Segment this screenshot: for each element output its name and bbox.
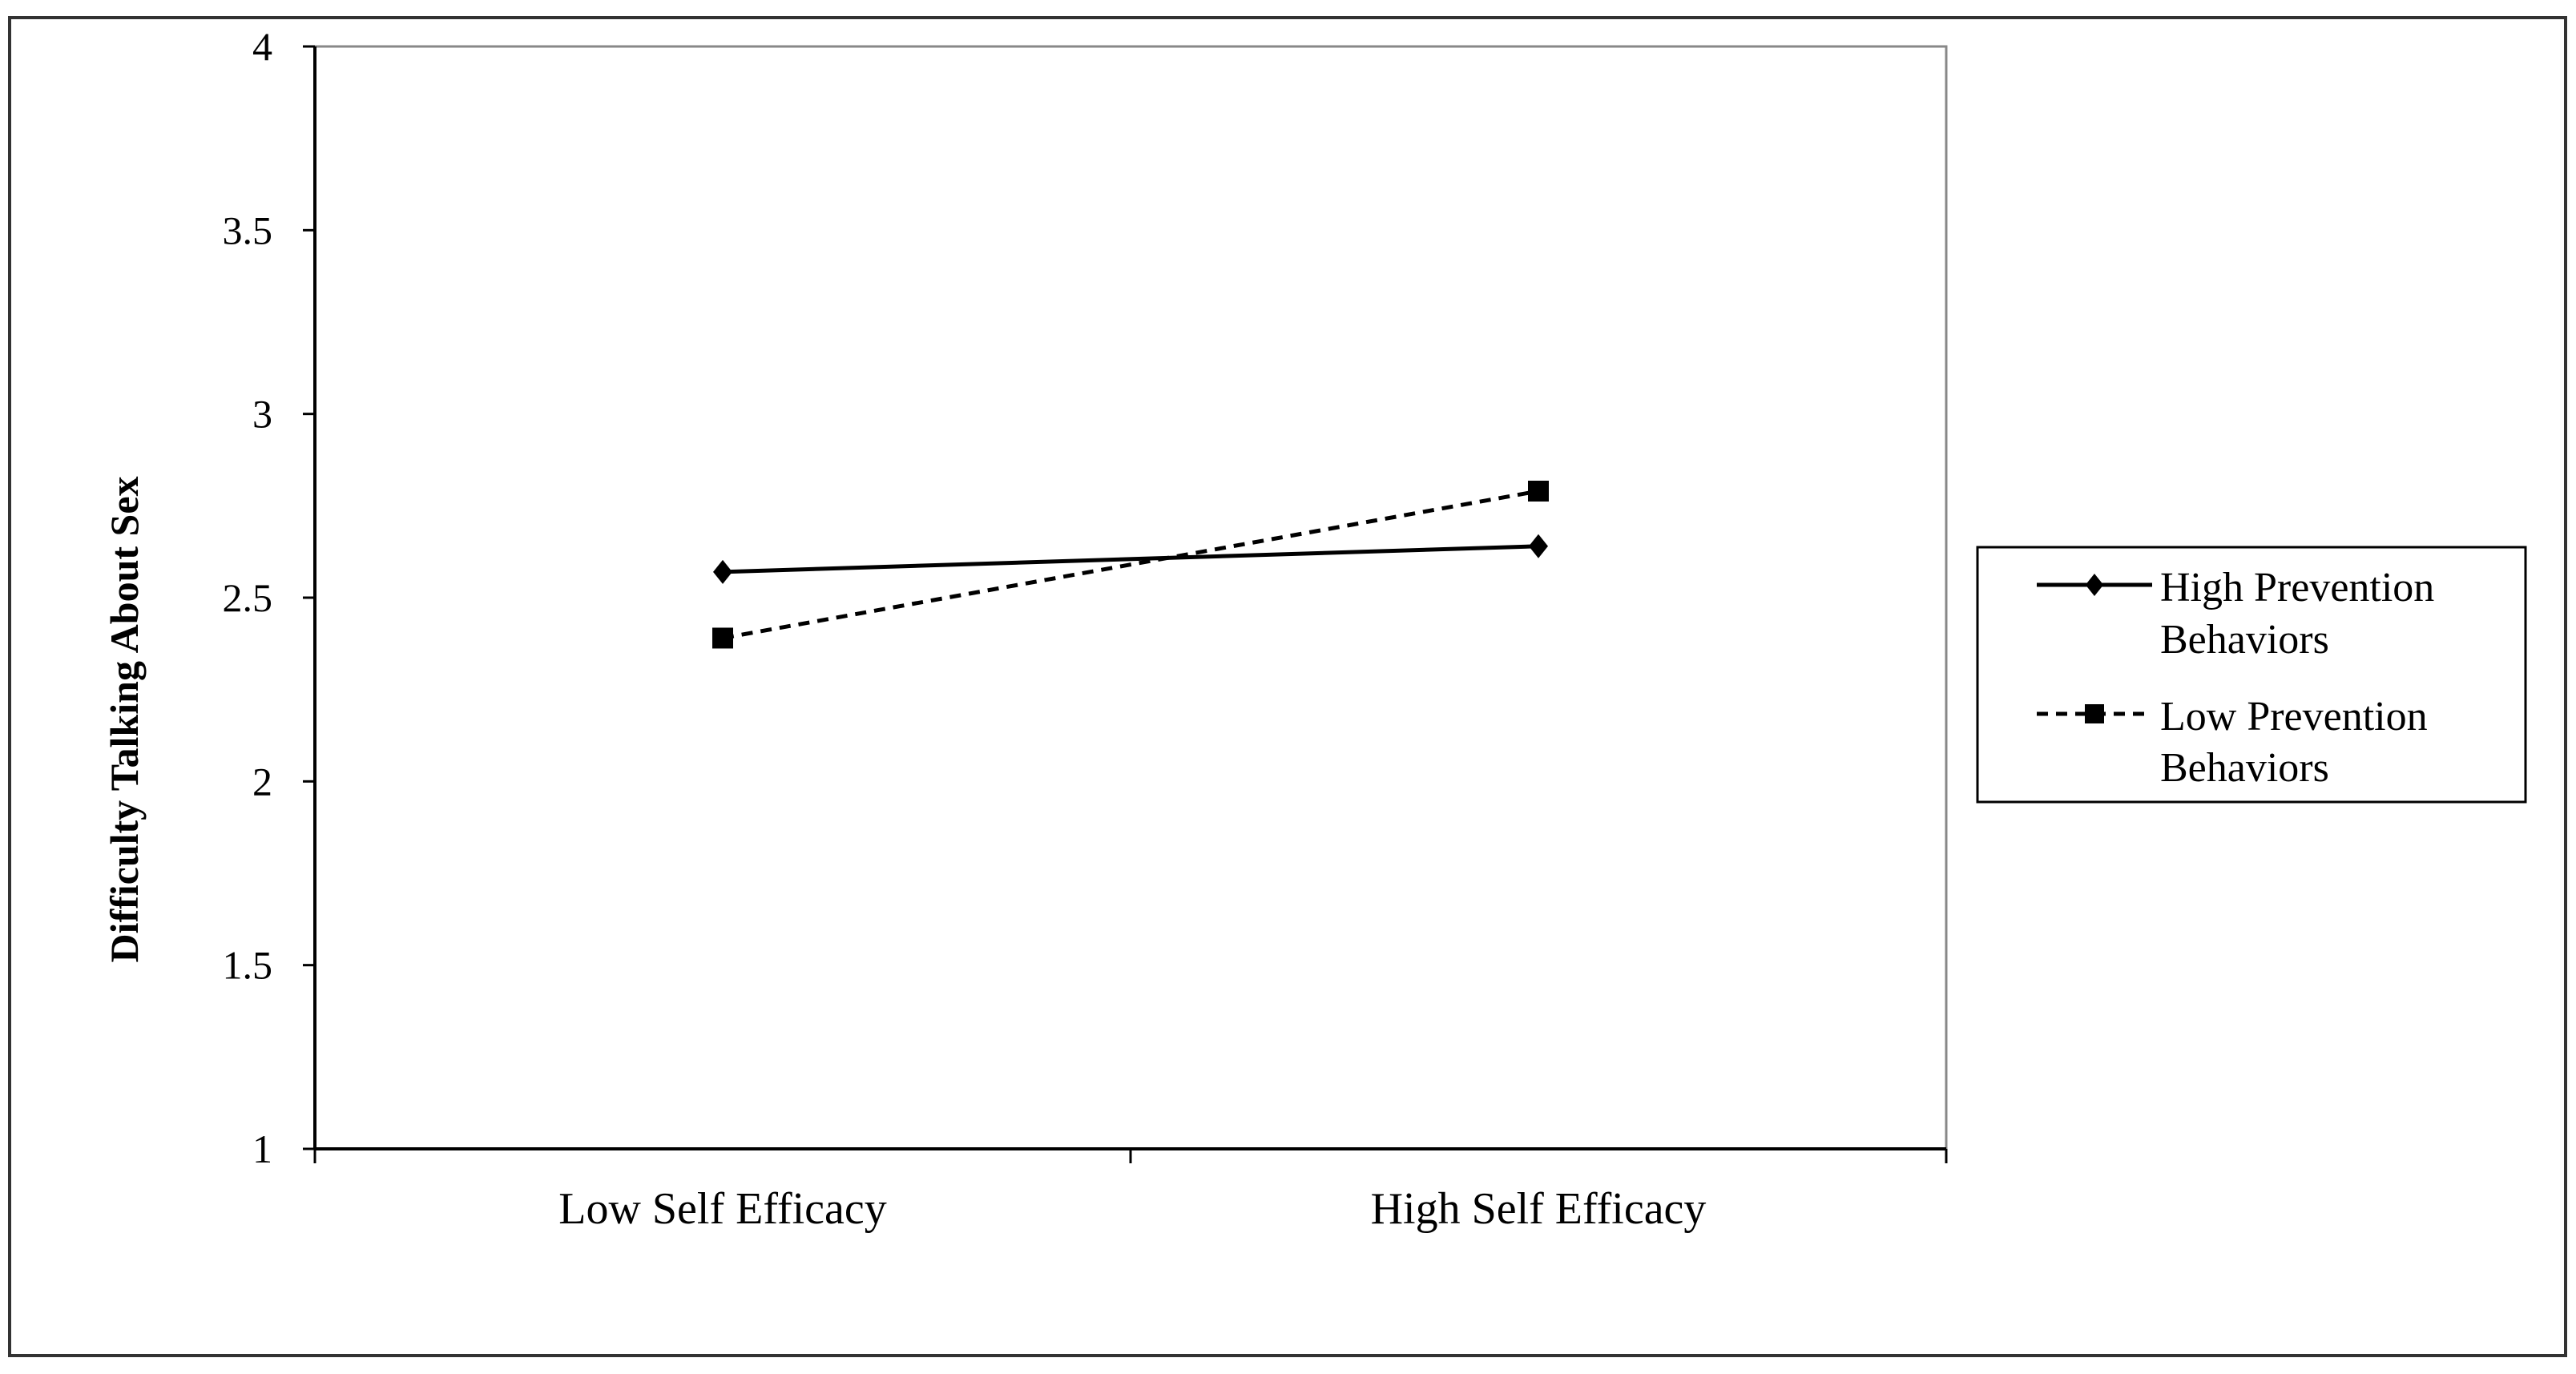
legend-label: Behaviors	[2160, 745, 2329, 791]
plot-area	[313, 45, 1948, 1150]
legend-label: High Prevention	[2160, 565, 2434, 610]
series-line	[722, 489, 1539, 640]
y-tick-label: 2.5	[223, 575, 273, 620]
legend-label: Behaviors	[2160, 617, 2329, 663]
series-layer	[712, 480, 1549, 649]
data-point-square	[1528, 480, 1549, 502]
series-line	[722, 544, 1539, 574]
legend-marker-square	[2085, 704, 2104, 723]
ticks-layer: 1 1.5 2 2.5 3 3.5 4 Low Self Efficacy High Self …	[223, 24, 1948, 1234]
legend-marker-diamond	[2085, 574, 2104, 596]
y-tick-label: 1	[252, 1126, 272, 1171]
data-point-square	[712, 627, 733, 649]
data-point-diamond	[1529, 534, 1548, 558]
x-category-label: Low Self Efficacy	[558, 1184, 886, 1234]
x-category-label: High Self Efficacy	[1371, 1184, 1707, 1234]
y-axis-title: Difficulty Talking About Sex	[102, 476, 147, 962]
y-tick-label: 3	[252, 392, 272, 437]
y-tick-label: 4	[252, 24, 272, 69]
legend-box	[1976, 546, 2527, 804]
y-tick-label: 3.5	[223, 208, 273, 252]
legend: High Prevention Behaviors Low Prevention Be…	[1976, 546, 2527, 804]
y-tick-label: 2	[252, 759, 272, 804]
data-point-diamond	[713, 559, 732, 584]
y-tick-label: 1.5	[223, 943, 273, 988]
legend-label: Low Prevention	[2160, 694, 2428, 739]
